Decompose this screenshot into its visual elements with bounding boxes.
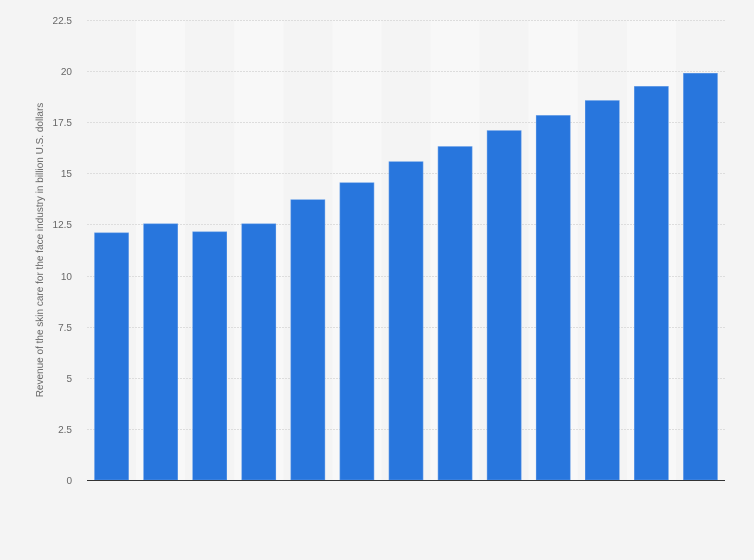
bar: [339, 182, 375, 481]
bar: [634, 86, 669, 481]
y-tick-label: 15: [61, 169, 73, 180]
y-tick-label: 10: [61, 272, 73, 283]
y-tick-label: 22.5: [53, 16, 73, 27]
y-tick-label: 5: [66, 374, 72, 385]
bar: [388, 161, 424, 481]
bar: [94, 232, 129, 481]
bar: [535, 115, 571, 481]
y-tick-label: 2.5: [58, 425, 72, 436]
bar: [192, 231, 227, 481]
y-tick-label: 7.5: [58, 323, 72, 334]
bar: [241, 223, 277, 481]
y-axis-label: Revenue of the skin care for the face in…: [35, 103, 46, 398]
bar: [585, 100, 620, 481]
y-tick-label: 0: [66, 476, 72, 487]
bar: [143, 223, 178, 481]
bar: [290, 199, 326, 481]
bar: [683, 73, 718, 481]
bar: [437, 146, 473, 481]
y-tick-label: 17.5: [53, 118, 73, 129]
bar: [486, 130, 522, 481]
y-tick-label: 12.5: [53, 220, 73, 231]
y-tick-label: 20: [61, 67, 73, 78]
